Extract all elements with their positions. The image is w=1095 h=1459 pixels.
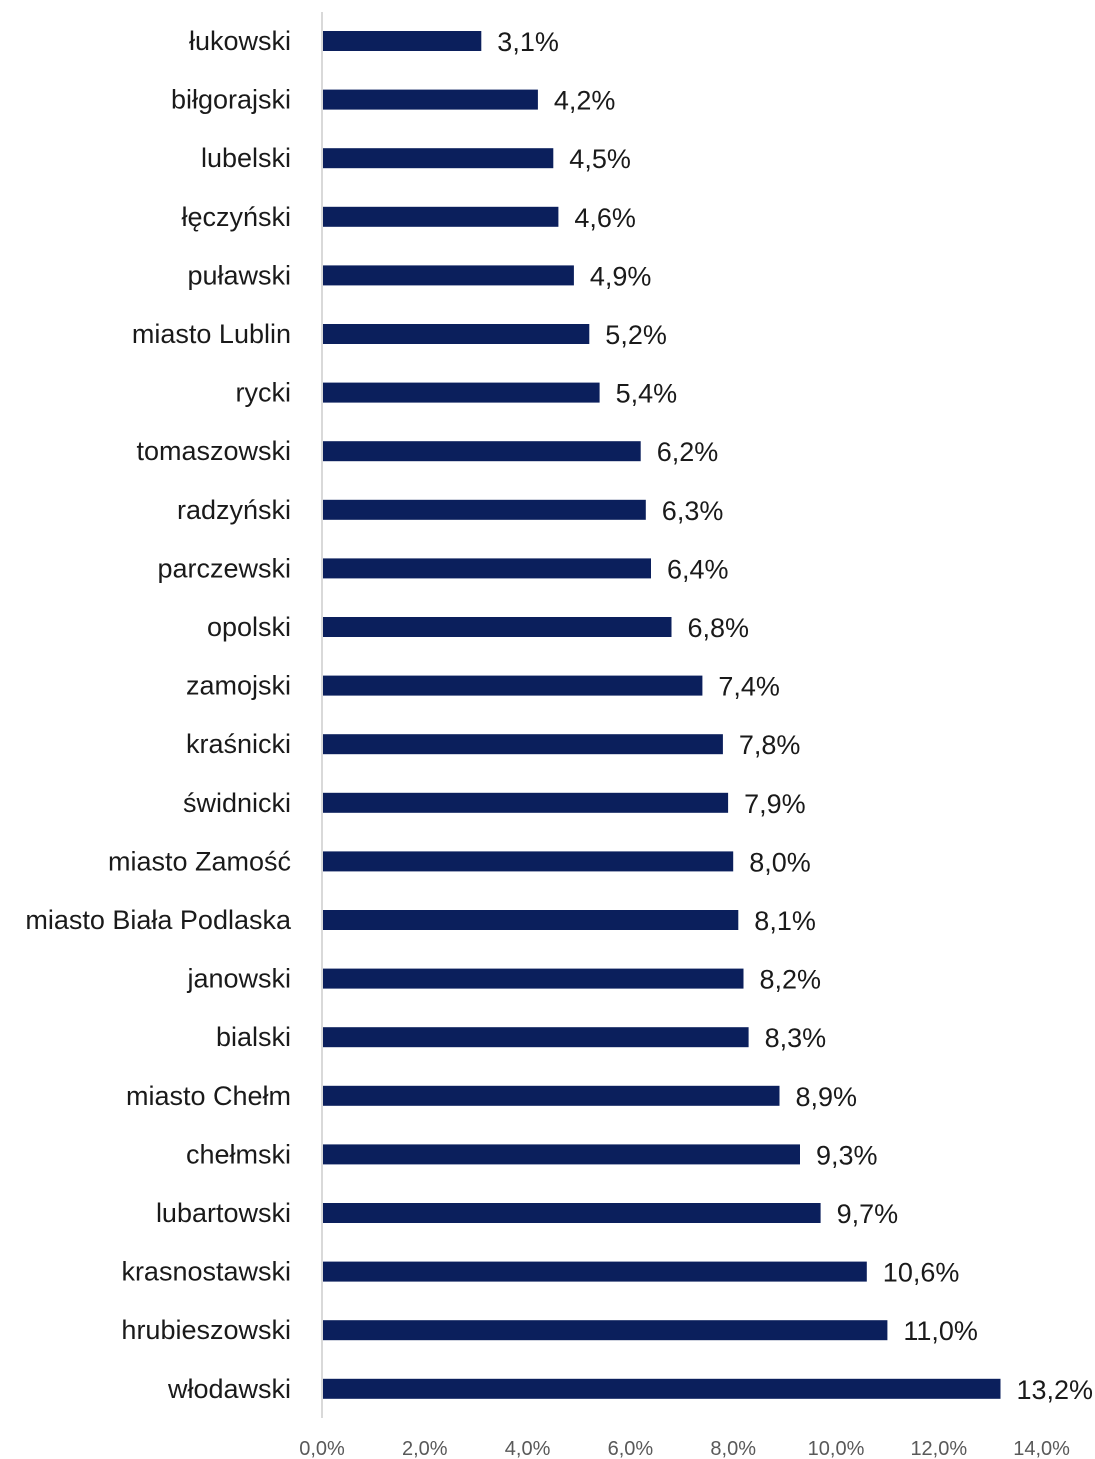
bar-2 [322,148,554,169]
category-label-0: łukowski [189,26,291,56]
category-label-22: hrubieszowski [121,1315,291,1345]
value-label-4: 4,9% [590,261,652,291]
value-label-16: 8,2% [760,965,822,995]
value-label-11: 7,4% [718,672,780,702]
x-tick-label-5: 10,0% [808,1438,865,1459]
bars-group [322,31,1001,1399]
category-label-11: zamojski [186,671,291,701]
category-label-12: kraśnicki [186,729,291,759]
category-label-13: świdnicki [183,788,291,818]
category-label-9: parczewski [157,553,291,583]
bar-10 [322,617,672,637]
category-label-2: lubelski [201,143,291,173]
value-label-20: 9,7% [837,1199,899,1229]
category-label-10: opolski [207,612,291,642]
value-label-5: 5,2% [605,320,667,350]
category-labels-group: łukowski biłgorajski lubelski łęczyński puła… [25,26,292,1404]
category-label-8: radzyński [177,495,291,525]
category-label-18: miasto Chełm [126,1081,291,1111]
bar-13 [322,792,729,813]
bar-15 [322,910,739,930]
bar-9 [322,558,651,579]
value-label-1: 4,2% [554,86,616,116]
value-label-7: 6,2% [657,437,719,467]
value-label-15: 8,1% [754,906,816,936]
value-label-21: 10,6% [883,1258,960,1288]
value-label-13: 7,9% [744,789,806,819]
bar-12 [322,734,723,755]
value-label-3: 4,6% [574,203,636,233]
x-tick-label-2: 4,0% [505,1438,551,1459]
category-label-7: tomaszowski [136,436,291,466]
bar-21 [322,1261,867,1282]
bar-4 [322,265,574,286]
bar-18 [322,1085,780,1106]
value-label-23: 13,2% [1017,1375,1094,1405]
value-label-17: 8,3% [765,1023,827,1053]
value-label-10: 6,8% [688,613,750,643]
x-tick-label-6: 12,0% [910,1438,967,1459]
bar-3 [322,206,559,227]
bar-7 [322,441,641,462]
category-label-17: bialski [216,1022,291,1052]
x-tick-labels-group: 0,0% 2,0% 4,0% 6,0% 8,0% 10,0% 12,0% 14,0% [299,1438,1070,1459]
x-tick-label-3: 6,0% [608,1438,654,1459]
category-label-5: miasto Lublin [132,319,291,349]
bar-22 [322,1320,888,1341]
category-label-23: włodawski [167,1374,291,1404]
bar-6 [322,382,600,403]
category-label-16: janowski [186,964,291,994]
category-label-14: miasto Zamość [108,846,291,876]
x-tick-label-1: 2,0% [402,1438,448,1459]
category-label-1: biłgorajski [171,85,291,115]
value-label-8: 6,3% [662,496,724,526]
value-label-6: 5,4% [616,379,678,409]
bar-16 [322,968,744,989]
bar-19 [322,1144,800,1165]
bar-5 [322,324,590,344]
bar-1 [322,89,538,110]
value-labels-group: 3,1% 4,2% 4,5% 4,6% 4,9% 5,2% 5,4% 6,2% 6,3% 6,4%… [497,27,1093,1405]
value-label-19: 9,3% [816,1140,878,1170]
bar-11 [322,675,703,696]
value-label-0: 3,1% [497,27,559,57]
category-label-20: lubartowski [156,1198,291,1228]
value-label-2: 4,5% [569,144,631,174]
bar-23 [322,1378,1001,1399]
bar-20 [322,1203,821,1223]
category-label-21: krasnostawski [121,1257,291,1287]
x-tick-label-0: 0,0% [299,1438,345,1459]
value-label-9: 6,4% [667,554,729,584]
category-label-4: puławski [187,260,291,290]
bar-14 [322,851,734,872]
x-tick-label-7: 14,0% [1013,1438,1070,1459]
bar-17 [322,1027,749,1048]
category-label-19: chełmski [186,1139,291,1169]
category-label-15: miasto Biała Podlaska [25,905,292,935]
value-label-12: 7,8% [739,730,801,760]
bar-0 [322,31,482,51]
category-label-3: łęczyński [181,202,291,232]
value-label-18: 8,9% [796,1082,858,1112]
value-label-14: 8,0% [749,847,811,877]
value-label-22: 11,0% [903,1316,978,1346]
x-tick-label-4: 8,0% [710,1438,756,1459]
bar-8 [322,499,646,520]
category-label-6: rycki [236,378,292,408]
